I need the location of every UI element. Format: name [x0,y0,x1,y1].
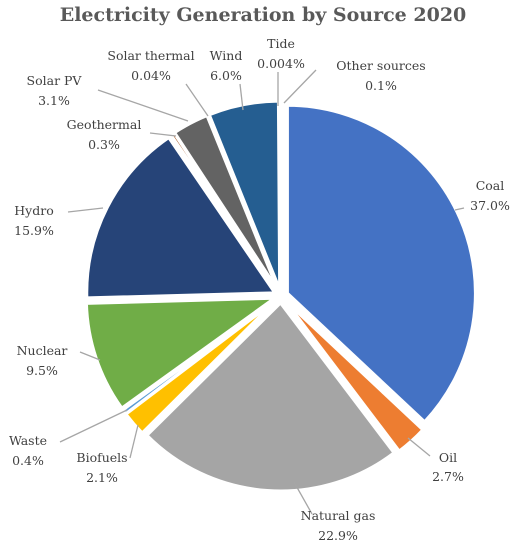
slice-coal [285,103,477,424]
slice-hydro [85,135,278,300]
slice-value-solar-pv: 3.1% [38,93,70,108]
slice-label-oil: Oil [439,450,457,465]
leader-line-other-sources [283,69,317,104]
slice-value-biofuels: 2.1% [86,470,118,485]
slice-natural-gas [144,300,397,493]
leader-line-oil [407,437,431,457]
leader-line-wind [239,83,244,111]
slice-label-waste: Waste [9,433,47,448]
slice-value-wind: 6.0% [210,68,242,83]
slice-label-solar-thermal: Solar thermal [107,48,194,63]
slice-value-coal: 37.0% [470,198,510,213]
leader-line-solar-pv [97,89,189,122]
slice-value-oil: 2.7% [432,469,464,484]
slice-label-geothermal: Geothermal [67,117,142,132]
slice-label-tide: Tide [267,36,295,51]
slice-label-wind: Wind [210,48,243,63]
slice-label-solar-pv: Solar PV [27,73,83,88]
slice-value-geothermal: 0.3% [88,137,120,152]
leader-line-solar-thermal [185,83,209,117]
chart-title: Electricity Generation by Source 2020 [59,4,467,26]
slice-other-sources [278,99,283,290]
slice-label-coal: Coal [476,178,505,193]
slice-value-solar-thermal: 0.04% [131,68,171,83]
leader-line-biofuels [129,424,139,459]
slice-label-natural-gas: Natural gas [301,508,376,523]
slice-value-waste: 0.4% [12,453,44,468]
leader-line-coal [454,207,465,211]
slice-value-hydro: 15.9% [14,223,54,238]
slice-value-nuclear: 9.5% [26,363,58,378]
leader-line-geothermal [149,132,177,137]
slice-label-biofuels: Biofuels [76,450,127,465]
leader-line-nuclear [79,351,101,361]
slice-value-tide: 0.004% [257,56,305,71]
slice-value-natural-gas: 22.9% [318,528,358,543]
slice-label-other-sources: Other sources [336,58,425,73]
slice-value-other-sources: 0.1% [365,78,397,93]
leader-line-waste [59,409,128,443]
slice-label-hydro: Hydro [14,203,53,218]
slice-label-nuclear: Nuclear [17,343,68,358]
leader-line-hydro [67,207,104,213]
leader-line-natural-gas [293,481,313,515]
